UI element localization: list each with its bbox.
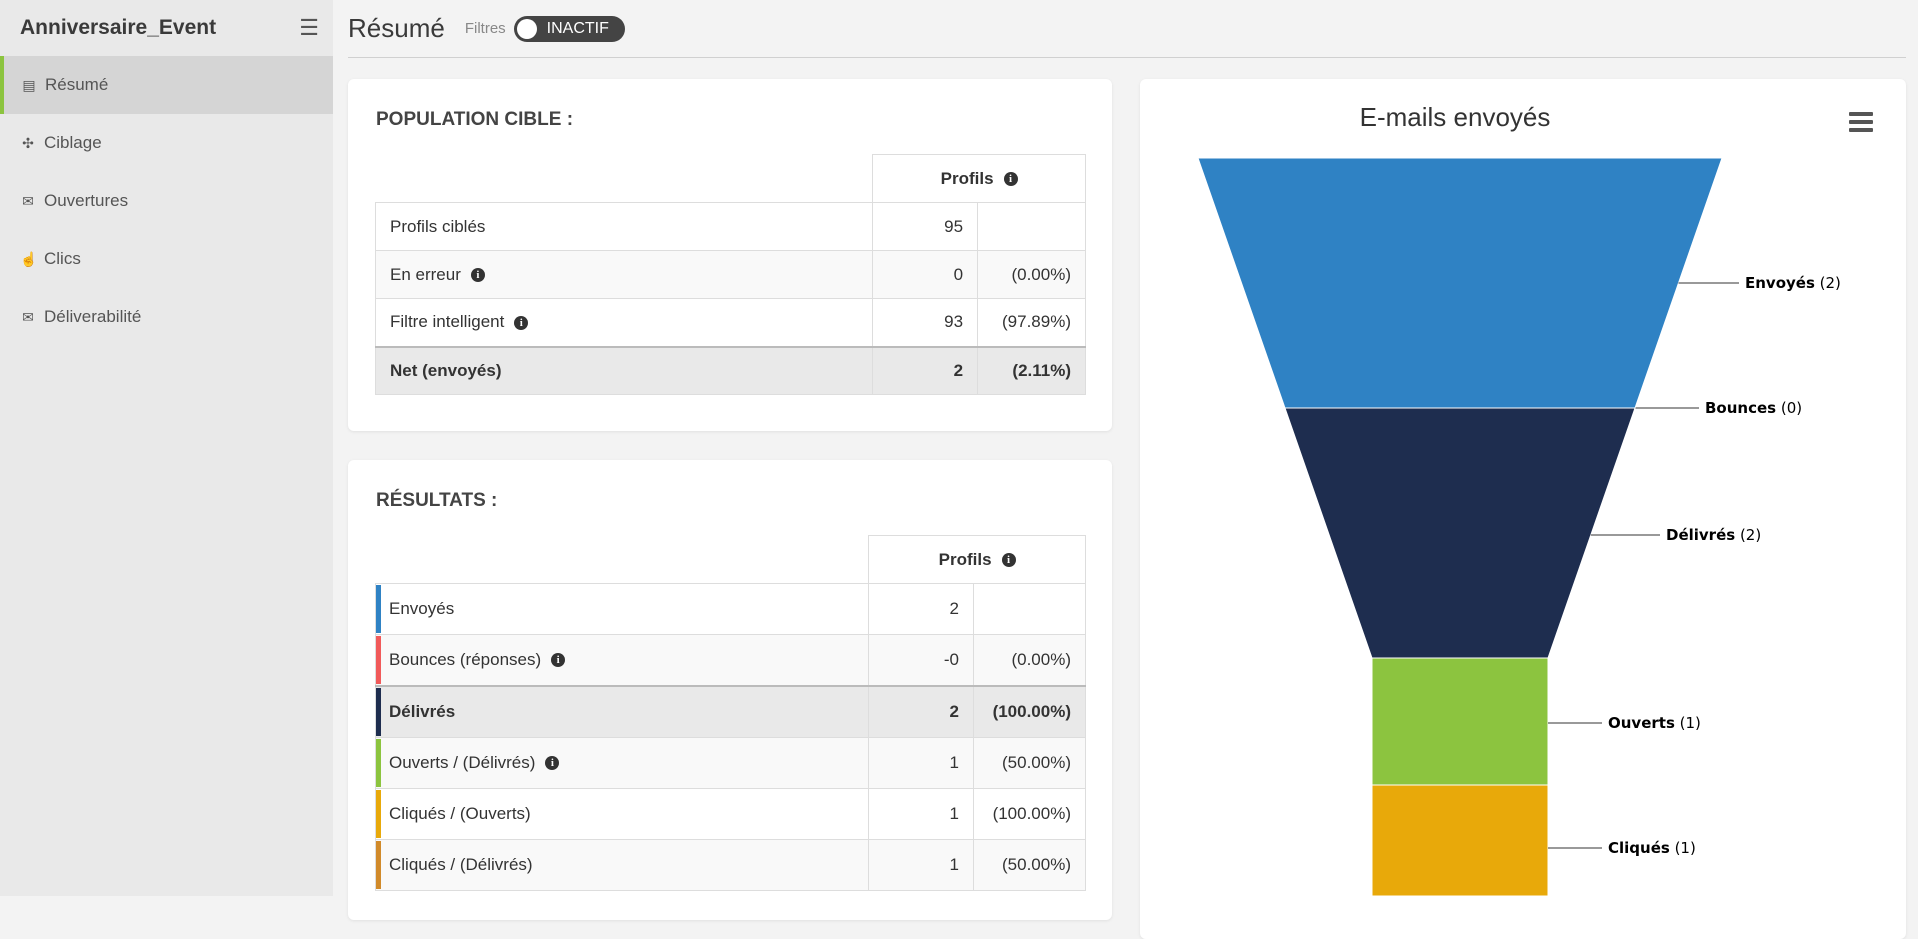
table-row: Ouverts / (Délivrés) i 1 (50.00%) — [374, 737, 1086, 789]
table-row: En erreur i 0 (0.00%) — [374, 250, 1086, 299]
funnel-label: Délivrés (2) — [1666, 526, 1761, 544]
funnel-segment-délivrés[interactable] — [1284, 407, 1636, 659]
page-title: Résumé — [348, 13, 445, 43]
series-color-bar — [376, 636, 381, 684]
list-icon: ▤ — [22, 76, 36, 93]
series-color-bar — [376, 585, 381, 633]
sidebar-item-label: Ciblage — [44, 133, 102, 152]
envelope-icon: ✉ — [22, 308, 34, 325]
table-row: Filtre intelligent i 93 (97.89%) — [374, 298, 1086, 347]
info-icon[interactable]: i — [1003, 172, 1018, 187]
funnel-label: Ouverts (1) — [1608, 714, 1701, 732]
results-table: Profils i Envoyés 2 Bounces (réponses) i -… — [374, 535, 1086, 891]
filters-label: Filtres — [464, 20, 506, 37]
menu-toggle-icon[interactable]: ☰ — [299, 15, 319, 40]
sidebar: Anniversaire_Event ☰ ▤ Résumé ✣ Ciblage … — [0, 0, 333, 896]
total-row: Net (envoyés) 2 (2.11%) — [374, 345, 1086, 395]
sidebar-item-label: Déliverabilité — [44, 307, 142, 326]
population-table: Profils i Profils ciblés 95 En erreur i 0 … — [374, 154, 1086, 395]
series-color-bar — [376, 790, 381, 838]
table-row: Cliqués / (Ouverts) 1 (100.00%) — [374, 788, 1086, 840]
profils-header: Profils i — [868, 535, 1086, 584]
results-title: RÉSULTATS : — [376, 490, 498, 511]
sidebar-item-ciblage[interactable]: ✣ Ciblage — [0, 114, 333, 172]
population-card: POPULATION CIBLE : Profils i Profils cibl… — [348, 79, 1112, 431]
table-row: Cliqués / (Délivrés) 1 (50.00%) — [374, 839, 1086, 891]
sidebar-item-label: Clics — [44, 249, 81, 268]
funnel-segment-ouverts[interactable] — [1371, 657, 1549, 786]
table-row: Profils ciblés 95 — [374, 202, 1086, 251]
sidebar-item-resume[interactable]: ▤ Résumé — [0, 56, 333, 114]
toggle-label: INACTIF — [546, 19, 609, 37]
series-color-bar — [376, 841, 381, 889]
table-row: Envoyés 2 — [374, 583, 1086, 635]
info-icon[interactable]: i — [514, 315, 529, 330]
series-color-bar — [376, 688, 381, 736]
info-icon[interactable]: i — [551, 653, 566, 667]
table-row: Délivrés 2 (100.00%) — [374, 685, 1086, 738]
sidebar-item-deliverabilite[interactable]: ✉ Déliverabilité — [0, 288, 333, 346]
sidebar-item-ouvertures[interactable]: ✉ Ouvertures — [0, 172, 333, 230]
chart-title: E-mails envoyés — [1359, 102, 1551, 132]
envelope-open-icon: ✉ — [22, 192, 34, 209]
sidebar-header: Anniversaire_Event ☰ — [0, 0, 333, 56]
funnel-segment-cliqués[interactable] — [1371, 784, 1549, 896]
toggle-knob — [516, 18, 537, 39]
funnel-segment-envoyés[interactable] — [1197, 157, 1723, 409]
results-card: RÉSULTATS : Profils i Envoyés 2 Bounces (… — [348, 460, 1112, 920]
funnel-label: Envoyés (2) — [1745, 274, 1841, 292]
sidebar-item-label: Résumé — [45, 75, 109, 94]
info-icon[interactable]: i — [1001, 553, 1016, 568]
campaign-title: Anniversaire_Event — [20, 16, 217, 39]
funnel-chart: Envoyés (2) Bounces (0) Délivrés (2) Ouvert… — [1197, 157, 1841, 896]
filters-toggle[interactable]: INACTIF — [513, 15, 625, 42]
sidebar-item-label: Ouvertures — [44, 191, 129, 210]
population-title: POPULATION CIBLE : — [376, 109, 574, 130]
funnel-label: Cliqués (1) — [1608, 839, 1696, 857]
table-row: Bounces (réponses) i -0 (0.00%) — [374, 634, 1086, 687]
info-icon[interactable]: i — [545, 756, 560, 770]
chart-menu-icon[interactable] — [1849, 112, 1873, 136]
topbar: Résumé Filtres INACTIF — [348, 0, 1906, 58]
series-color-bar — [376, 739, 381, 787]
pointer-icon: ☝ — [20, 250, 38, 267]
info-icon[interactable]: i — [470, 268, 485, 283]
funnel-label: Bounces (0) — [1705, 399, 1802, 417]
crosshair-icon: ✣ — [22, 134, 34, 151]
sidebar-item-clics[interactable]: ☝ Clics — [0, 230, 333, 288]
